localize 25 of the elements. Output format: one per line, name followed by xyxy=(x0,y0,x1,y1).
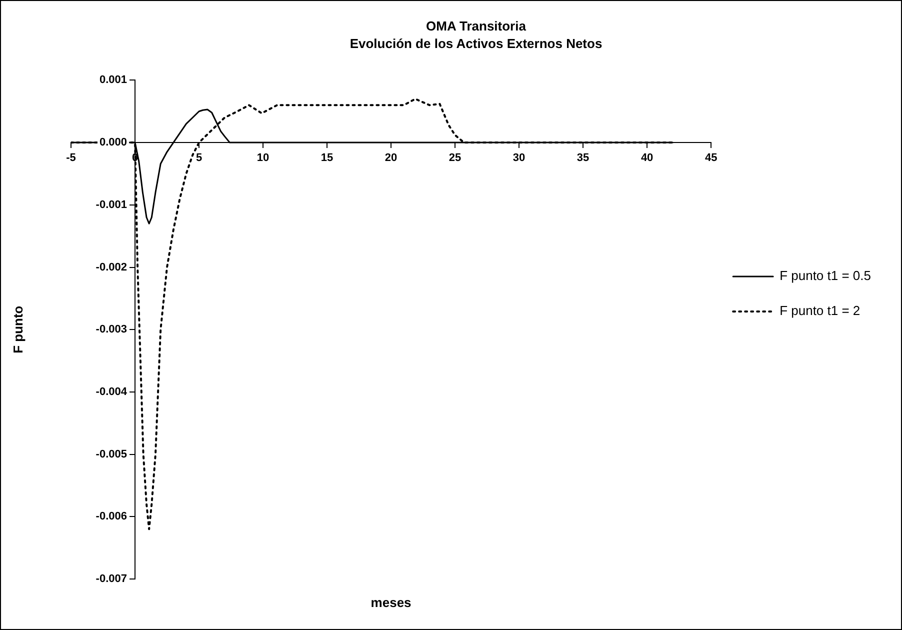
y-tick-label: -0.003 xyxy=(96,324,128,336)
y-tick-label: -0.004 xyxy=(96,386,128,398)
x-tick-label: 30 xyxy=(512,152,526,164)
chart-subtitle: Evolución de los Activos Externos Netos xyxy=(350,36,602,51)
y-tick-label: -0.007 xyxy=(96,573,128,586)
y-axis-title: F punto xyxy=(10,306,26,354)
y-tick-label: -0.002 xyxy=(96,261,128,274)
x-tick-label: 25 xyxy=(448,152,462,164)
x-tick-label: 5 xyxy=(196,152,202,164)
legend-label: F punto t1 = 2 xyxy=(780,303,860,318)
chart-title: OMA Transitoria xyxy=(426,18,527,34)
legend-label: F punto t1 = 0.5 xyxy=(780,268,872,284)
y-tick-label: 0.000 xyxy=(99,136,128,149)
y-tick-label: -0.001 xyxy=(96,198,128,211)
y-tick-label: -0.006 xyxy=(96,510,128,523)
y-tick-label: -0.005 xyxy=(96,448,128,460)
x-tick-label: -5 xyxy=(66,152,76,164)
x-tick-label: 35 xyxy=(576,152,590,164)
x-tick-label: 15 xyxy=(320,152,334,164)
x-tick-label: 20 xyxy=(384,152,398,164)
x-tick-label: 40 xyxy=(640,152,654,164)
y-tick-label: 0.001 xyxy=(99,74,128,86)
x-axis-title: meses xyxy=(370,595,412,610)
x-tick-label: 45 xyxy=(704,152,718,164)
x-tick-label: 10 xyxy=(256,152,270,164)
